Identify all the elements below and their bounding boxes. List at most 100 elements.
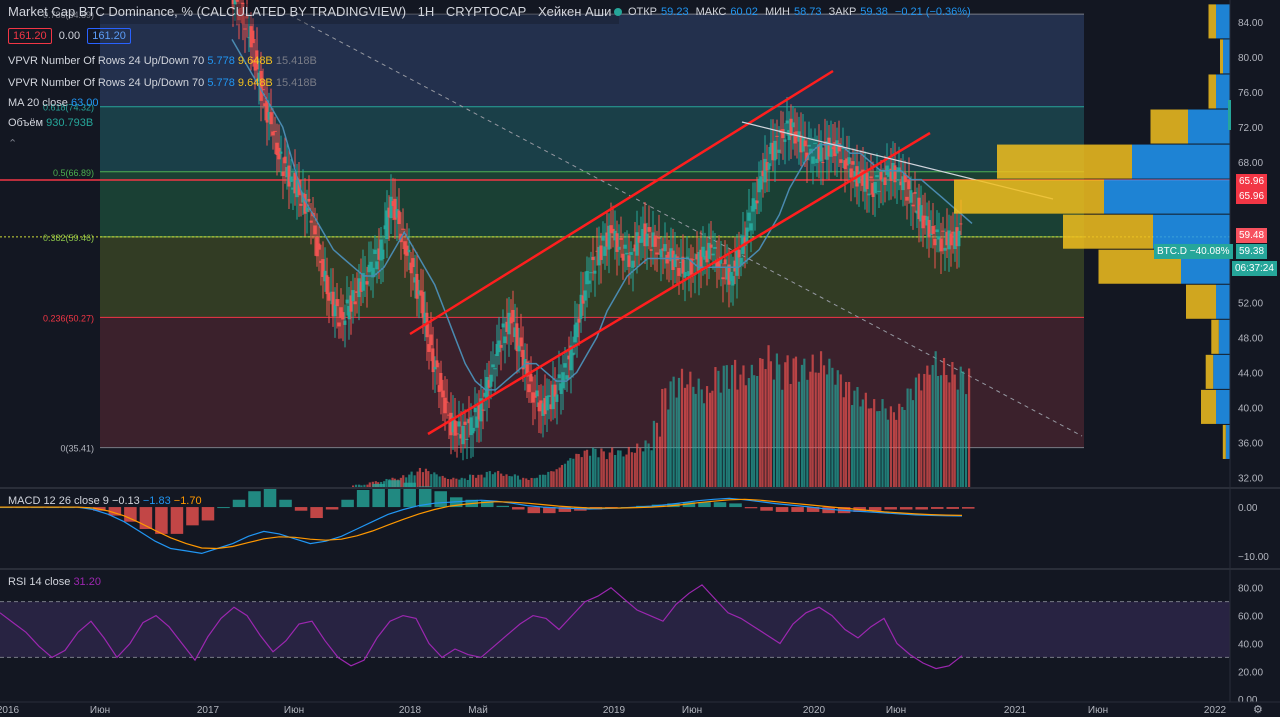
vpvr-legend-2[interactable]: VPVR Number Of Rows 24 Up/Down 70 5.778 … <box>8 77 317 89</box>
price-tick-label: 32.00 <box>1238 473 1263 484</box>
candle-body <box>899 181 903 186</box>
fib-zone <box>100 106 1084 172</box>
volume-bar <box>750 364 753 488</box>
main-price-pane[interactable]: 0.786(84.89) 0.618(74.32) 0.5(66.89) 0.382(… <box>0 0 1230 461</box>
volume-bar <box>430 474 433 488</box>
candle-body <box>369 261 373 272</box>
volume-bar <box>463 478 466 488</box>
candle-body <box>437 385 441 392</box>
volume-bar <box>410 471 413 488</box>
price-axis[interactable]: 84.0080.0076.0072.0068.0064.0060.0056.00… <box>1228 0 1280 706</box>
candle-body <box>569 345 573 371</box>
volume-bar <box>756 375 759 488</box>
interval-label[interactable]: 1H <box>417 4 435 19</box>
candle-body <box>445 401 449 403</box>
candle-body <box>667 251 671 259</box>
candle-body <box>663 244 667 252</box>
volume-bar <box>784 362 787 488</box>
macd-histogram-bar <box>481 500 494 508</box>
candle-body <box>313 225 317 235</box>
macd-pane[interactable] <box>0 480 975 555</box>
volume-bar <box>614 455 617 488</box>
rsi-pane[interactable] <box>0 584 1230 670</box>
candle-body <box>405 245 409 256</box>
candle-body <box>817 144 821 160</box>
candle-body <box>791 122 795 128</box>
macd-histogram-bar <box>341 499 354 508</box>
candle-body <box>845 158 849 166</box>
candle-body <box>315 236 319 257</box>
volume-bar <box>569 458 572 488</box>
volume-bar <box>831 367 834 488</box>
low-label: МИН <box>764 6 790 18</box>
vpvr-up-bar <box>1216 284 1230 319</box>
candle-body <box>309 220 313 223</box>
vpvr-down-bar <box>1208 74 1216 109</box>
volume-legend[interactable]: Объём 930.793B <box>8 117 93 129</box>
candle-body <box>807 144 811 147</box>
candle-body <box>325 275 329 295</box>
rsi-line <box>0 584 963 670</box>
candle-body <box>415 273 419 299</box>
candle-body <box>281 171 285 176</box>
macd-histogram-bar <box>155 507 168 534</box>
collapse-legend-icon[interactable]: ⌃ <box>8 138 18 150</box>
candle-body <box>603 246 607 256</box>
volume-value: 930.793B <box>46 117 94 129</box>
market-status-icon <box>614 8 622 17</box>
symbol-title[interactable]: Market Cap BTC Dominance, % (CALCULATED … <box>8 4 407 19</box>
volume-bar <box>861 399 864 488</box>
candle-body <box>385 210 389 239</box>
rsi-legend[interactable]: RSI 14 close 31.20 <box>8 576 101 588</box>
candle-body <box>859 171 863 174</box>
price-tick-label: 40.00 <box>1238 403 1263 414</box>
candle-body <box>753 200 757 210</box>
price-tick-label: 72.00 <box>1238 123 1263 134</box>
candle-body <box>909 190 913 203</box>
open-value: 59.23 <box>661 6 689 18</box>
candle-body <box>269 112 273 125</box>
ma-legend[interactable]: MA 20 close 63.00 <box>8 97 99 109</box>
volume-bar <box>460 477 463 488</box>
candle-body <box>851 161 855 165</box>
candle-body <box>939 238 943 252</box>
buy-button[interactable]: 161.20 <box>87 28 131 44</box>
candle-body <box>871 183 875 198</box>
macd-histogram-bar <box>496 505 510 508</box>
candle-body <box>507 312 511 335</box>
time-axis[interactable]: 2016 Июн 2017 Июн 2018 Май 2019 Июн 2020 Июн 2021 И… <box>0 701 1280 717</box>
candle-body <box>803 140 807 147</box>
volume-bar <box>560 464 564 488</box>
candle-body <box>633 244 637 252</box>
volume-bar <box>577 453 580 488</box>
volume-bar <box>873 399 876 488</box>
macd-legend[interactable]: MACD 12 26 close 9 −0.13 −1.83 −1.70 <box>8 495 202 507</box>
candle-body <box>625 252 629 255</box>
volume-bar <box>477 474 480 488</box>
candle-body <box>933 238 937 246</box>
rsi-tick-label: 20.00 <box>1238 667 1263 678</box>
fib-level-label: 0(35.41) <box>60 444 94 454</box>
vpvr-up-bar <box>1223 39 1230 74</box>
volume-bar <box>642 451 645 488</box>
fib-level-label: 0.786(84.89) <box>43 10 94 20</box>
volume-bar <box>951 362 954 488</box>
candle-body <box>651 232 655 247</box>
volume-bar <box>953 374 956 488</box>
volume-bar <box>792 358 795 488</box>
vpvr-legend-1[interactable]: VPVR Number Of Rows 24 Up/Down 70 5.778 … <box>8 55 317 67</box>
candle-body <box>757 178 761 193</box>
candle-body <box>503 336 507 344</box>
vpvr-up: 5.778 <box>207 77 235 89</box>
volume-bar <box>683 387 687 488</box>
candle-body <box>649 249 653 251</box>
volume-bar <box>555 469 558 488</box>
volume-bar <box>867 408 870 488</box>
candle-body <box>547 395 551 397</box>
volume-bar <box>611 447 614 488</box>
settings-gear-icon[interactable]: ⚙ <box>1253 703 1263 716</box>
candle-body <box>411 258 415 268</box>
volume-bar <box>956 389 959 488</box>
sell-button[interactable]: 161.20 <box>8 28 52 44</box>
